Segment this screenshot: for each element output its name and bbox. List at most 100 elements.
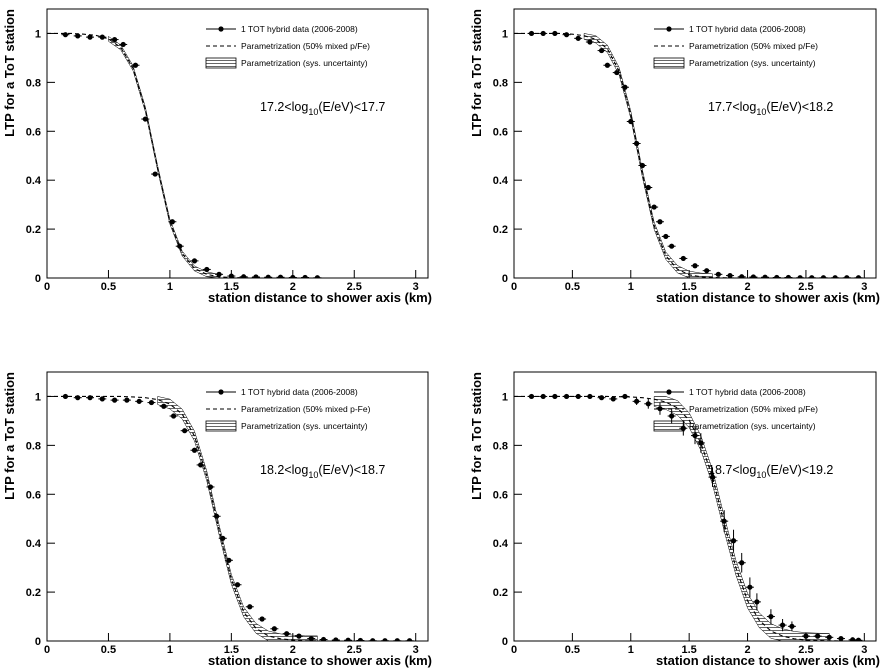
- x-tick-label: 2.5: [347, 281, 362, 293]
- data-point: [132, 62, 139, 68]
- data-point: [680, 255, 686, 262]
- data-point: [610, 396, 616, 402]
- data-point: [528, 30, 535, 37]
- y-tick-label: 0.2: [493, 587, 508, 599]
- legend-label: Parametrization (sys. uncertainty): [241, 58, 368, 68]
- y-tick-label: 0.4: [493, 538, 509, 550]
- y-axis-title: LTP for a ToT station: [469, 9, 484, 137]
- data-point: [692, 263, 698, 269]
- legend-swatch: [205, 420, 237, 432]
- x-tick-label: 2: [290, 644, 296, 656]
- legend-swatch: [218, 389, 224, 395]
- data-point: [247, 604, 253, 610]
- annotation-text: (E/eV)<18.2: [766, 100, 833, 114]
- parametrization-line: [47, 395, 416, 641]
- x-tick-label: 1.5: [682, 644, 697, 656]
- y-tick-label: 1: [35, 391, 41, 403]
- x-tick-label: 2.5: [798, 281, 813, 293]
- data-point: [99, 34, 105, 40]
- legend-label: 1 TOT hybrid data (2006-2008): [689, 387, 806, 397]
- y-tick-label: 0: [502, 273, 508, 285]
- y-tick-label: 1: [502, 391, 508, 403]
- data-point: [698, 440, 704, 446]
- data-point: [628, 118, 634, 125]
- data-point: [124, 397, 130, 403]
- data-point: [803, 633, 809, 639]
- data-point: [587, 39, 593, 45]
- y-tick-label: 0.6: [26, 126, 41, 138]
- x-tick-label: 1.5: [682, 281, 697, 293]
- y-tick-label: 0: [502, 636, 508, 648]
- data-point: [645, 401, 651, 407]
- y-tick-label: 0.4: [26, 175, 42, 187]
- x-axis-title: station distance to shower axis (km): [208, 290, 432, 305]
- legend-label: 1 TOT hybrid data (2006-2008): [689, 24, 806, 34]
- data-point: [284, 631, 290, 637]
- legend-swatch: [653, 420, 685, 432]
- annotation-subscript: 10: [308, 107, 318, 117]
- x-tick-label: 2.5: [347, 644, 362, 656]
- x-axis-title: station distance to shower axis (km): [656, 653, 880, 668]
- annotation-text: (E/eV)<19.2: [766, 463, 833, 477]
- x-tick-label: 3: [413, 644, 419, 656]
- data-point: [838, 635, 844, 641]
- parametrization-line: [47, 32, 416, 278]
- plot-area: [514, 30, 865, 278]
- plot-area: [47, 393, 416, 641]
- data-point: [406, 638, 413, 641]
- annotation-text: (E/eV)<18.7: [318, 463, 385, 477]
- data-point: [797, 275, 803, 278]
- data-point: [622, 393, 628, 400]
- legend-swatch: [666, 389, 672, 395]
- data-point: [540, 393, 546, 400]
- annotation-text: (E/eV)<17.7: [318, 100, 385, 114]
- x-tick-label: 2.5: [798, 644, 813, 656]
- x-tick-label: 1: [628, 644, 634, 656]
- data-point: [540, 30, 546, 37]
- y-tick-label: 0.8: [493, 440, 508, 452]
- x-tick-label: 0: [511, 281, 517, 293]
- data-point: [142, 116, 148, 122]
- data-point: [552, 393, 558, 400]
- data-point: [136, 398, 142, 404]
- data-point: [370, 638, 376, 641]
- data-point: [563, 32, 570, 38]
- data-point: [214, 513, 220, 519]
- data-point: [253, 274, 259, 278]
- x-tick-label: 1.5: [224, 644, 239, 656]
- parametrization-line: [514, 395, 865, 641]
- legend-label: Parametrization (sys. uncertainty): [241, 421, 368, 431]
- data-point: [87, 34, 93, 40]
- uncertainty-band: [157, 396, 318, 641]
- legend-label: Parametrization (50% mixed p-Fe): [241, 404, 371, 414]
- x-tick-label: 0: [44, 281, 50, 293]
- data-point: [739, 274, 745, 278]
- data-point: [241, 274, 247, 278]
- y-axis-title: LTP for a ToT station: [2, 372, 17, 500]
- x-tick-label: 3: [861, 281, 867, 293]
- data-point: [663, 233, 669, 240]
- legend-label: Parametrization (50% mixed p/Fe): [689, 41, 818, 51]
- y-tick-label: 0.8: [26, 440, 41, 452]
- data-point: [651, 204, 657, 210]
- data-point: [639, 162, 646, 169]
- y-tick-label: 0.2: [493, 224, 508, 236]
- annotation-subscript: 10: [756, 107, 766, 117]
- y-tick-label: 0.4: [26, 538, 42, 550]
- y-tick-label: 0: [35, 273, 41, 285]
- annotation: 17.2<log10(E/eV)<17.7: [260, 100, 385, 117]
- data-point: [832, 275, 838, 278]
- data-point: [785, 274, 792, 278]
- data-point: [762, 274, 768, 278]
- data-point: [750, 274, 756, 278]
- data-point: [855, 637, 862, 641]
- data-point: [191, 447, 198, 453]
- data-point: [111, 36, 118, 43]
- data-point: [207, 484, 214, 490]
- data-point: [598, 47, 605, 54]
- data-point: [169, 219, 175, 225]
- x-tick-label: 1.5: [224, 281, 239, 293]
- legend-label: Parametrization (sys. uncertainty): [689, 421, 816, 431]
- annotation-text: 18.2<log: [260, 463, 308, 477]
- legend-swatch: [666, 26, 672, 32]
